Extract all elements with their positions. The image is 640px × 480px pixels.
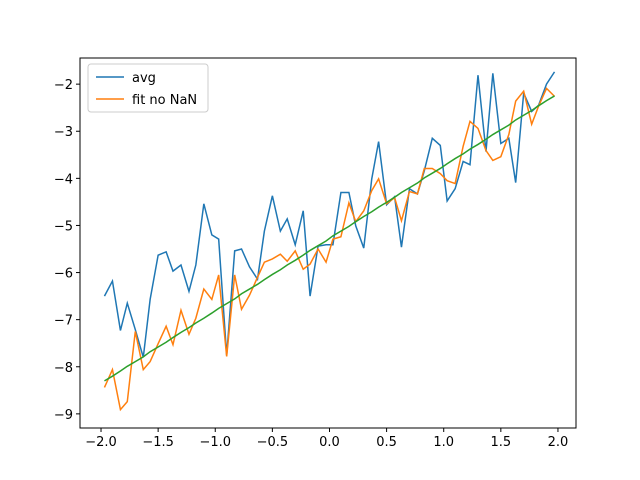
data-line bbox=[103, 71, 556, 358]
data-line bbox=[104, 95, 555, 382]
legend-label: fit no NaN bbox=[132, 93, 197, 108]
y-tick-label: −4 bbox=[54, 172, 73, 187]
y-tick-label: −3 bbox=[54, 125, 73, 140]
legend-label: avg bbox=[132, 71, 156, 86]
x-tick-label: 0.0 bbox=[319, 435, 340, 450]
x-tick-label: 1.0 bbox=[433, 435, 454, 450]
data-line bbox=[103, 87, 556, 412]
x-tick-label: 2.0 bbox=[548, 435, 569, 450]
y-tick-label: −2 bbox=[54, 78, 73, 93]
x-tick-label: 1.5 bbox=[490, 435, 511, 450]
legend: avg fit no NaN bbox=[87, 63, 209, 113]
x-tick-label: −1.5 bbox=[142, 435, 174, 450]
x-tick-label: −2.0 bbox=[85, 435, 117, 450]
y-tick-label: −6 bbox=[54, 267, 73, 282]
legend-box bbox=[87, 63, 209, 113]
y-tick-label: −8 bbox=[54, 361, 73, 376]
y-tick-label: −5 bbox=[54, 219, 73, 234]
x-tick-label: −0.5 bbox=[257, 435, 289, 450]
x-tick-label: −1.0 bbox=[199, 435, 231, 450]
y-tick-label: −9 bbox=[54, 408, 73, 423]
plot-frame bbox=[79, 57, 577, 429]
x-tick-label: 0.5 bbox=[376, 435, 397, 450]
y-tick-label: −7 bbox=[54, 314, 73, 329]
